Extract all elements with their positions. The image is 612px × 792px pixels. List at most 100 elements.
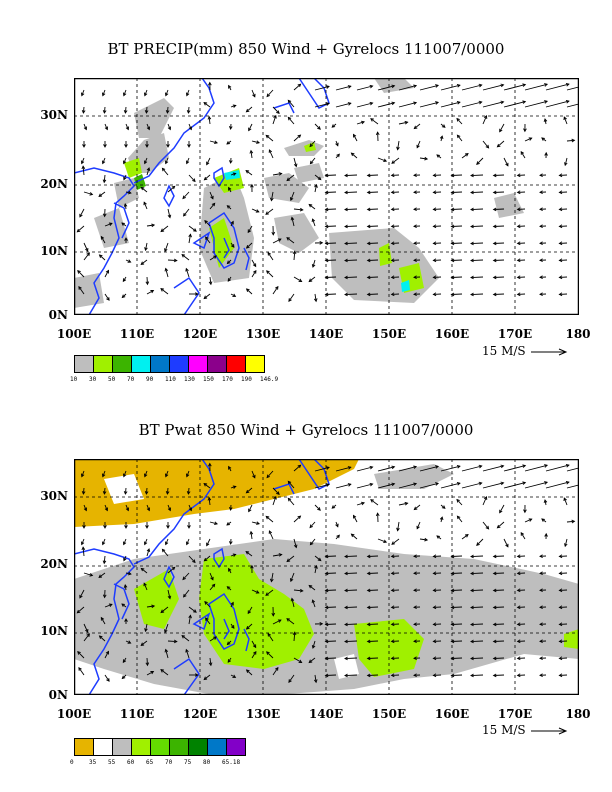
wind-vector-head	[146, 126, 151, 131]
legend-swatch	[74, 355, 94, 373]
wind-vector	[566, 139, 575, 142]
wind-vector-head	[516, 571, 521, 576]
wind-vector	[167, 640, 177, 643]
wind-vector-head	[105, 650, 109, 655]
pwat-shading	[74, 459, 579, 695]
wind-vector	[451, 572, 463, 574]
legend-swatch	[131, 355, 151, 373]
wind-vector	[397, 521, 400, 531]
wind-vector	[391, 157, 400, 164]
legend-label: 55	[108, 759, 116, 766]
wind-vector-head	[436, 535, 441, 539]
wind-vector	[272, 173, 282, 176]
wind-vector	[123, 538, 127, 545]
wind-vector-head	[470, 224, 474, 229]
wind-vector	[81, 89, 85, 96]
wind-vector-head	[324, 571, 329, 576]
wind-vector	[344, 293, 358, 296]
wind-vector	[272, 238, 282, 244]
wind-vector-head	[205, 236, 209, 241]
wind-vector-head	[123, 176, 127, 181]
wind-vector-head	[245, 244, 250, 249]
wind-vector-head	[432, 554, 437, 559]
wind-vector-head	[232, 172, 237, 176]
wind-vector-head	[413, 506, 418, 511]
wind-vector	[398, 483, 417, 489]
wind-vector	[82, 487, 85, 495]
wind-vector	[83, 623, 89, 633]
wind-vector-head	[528, 137, 533, 141]
wind-vector-head	[344, 173, 348, 178]
wind-vector	[267, 633, 274, 642]
lon-label-120e: 120E	[182, 707, 218, 721]
wind-vector	[419, 538, 428, 541]
wind-vector	[183, 208, 190, 217]
wind-vector	[344, 640, 358, 643]
wind-vector	[203, 674, 211, 680]
wind-vector-head	[81, 546, 86, 551]
wind-vector-head	[413, 173, 417, 178]
wind-vector-head	[347, 483, 352, 487]
wind-vector-head	[290, 216, 295, 221]
wind-vector	[476, 538, 484, 546]
wind-vector	[367, 242, 379, 244]
wind-vector-head	[102, 179, 107, 184]
wind-vector-head	[470, 605, 474, 610]
wind-vector-head	[564, 162, 568, 167]
wind-vector-head	[344, 571, 348, 576]
wind-vector-head	[492, 639, 497, 644]
wind-vector-head	[413, 190, 417, 195]
wind-vector-head	[350, 533, 355, 538]
wind-vector	[314, 293, 317, 302]
wind-vector-head	[492, 622, 497, 627]
wind-vector-head	[299, 588, 304, 593]
wind-vector	[470, 259, 484, 262]
wind-vector-head	[432, 241, 437, 246]
wind-vector-head	[308, 278, 313, 283]
wind-vector	[416, 521, 421, 529]
wind-vector	[77, 270, 85, 278]
wind-vector-head	[183, 212, 187, 217]
wind-vector-head	[78, 667, 82, 671]
wind-vector	[186, 470, 190, 477]
wind-vector	[493, 640, 505, 642]
wind-vector-head	[297, 83, 302, 88]
wind-vector-head	[122, 541, 127, 546]
wind-vector	[367, 555, 379, 557]
wind-vector-head	[146, 507, 151, 512]
wind-vector	[293, 276, 302, 282]
wind-vector	[104, 504, 108, 511]
wind-vector	[325, 623, 337, 625]
wind-vector	[165, 470, 169, 477]
wind-vector	[470, 640, 484, 643]
wind-vector-head	[228, 507, 233, 511]
wind-vector	[503, 157, 509, 167]
wind-vector	[335, 102, 351, 108]
wind-vector-head	[164, 541, 169, 546]
wind-vector-head	[539, 588, 543, 593]
wind-vector	[344, 572, 358, 575]
wind-vector-head	[278, 553, 283, 557]
wind-vector	[414, 504, 421, 510]
wind-vector	[103, 106, 106, 114]
wind-vector-head	[140, 186, 145, 191]
wind-vector-head	[558, 673, 563, 678]
wind-vector-head	[456, 498, 460, 503]
legend-label: 130	[184, 376, 195, 383]
wind-vector-head	[245, 288, 250, 292]
wind-vector-head	[450, 605, 455, 610]
wind-vector-head	[187, 525, 191, 529]
wind-vector-head	[464, 534, 469, 538]
wind-vector-head	[485, 144, 490, 149]
wind-vector-head	[167, 126, 172, 131]
wind-vector-head	[185, 160, 190, 165]
wind-vector-head	[335, 523, 339, 528]
wind-vector	[451, 174, 463, 176]
wind-vector-head	[252, 644, 257, 649]
legend-swatch	[169, 355, 189, 373]
wind-vector-head	[256, 521, 261, 525]
wind-vector-head	[361, 501, 365, 506]
wind-vector	[104, 674, 110, 682]
wind-vector-head	[98, 193, 103, 197]
wind-vector	[104, 603, 113, 608]
